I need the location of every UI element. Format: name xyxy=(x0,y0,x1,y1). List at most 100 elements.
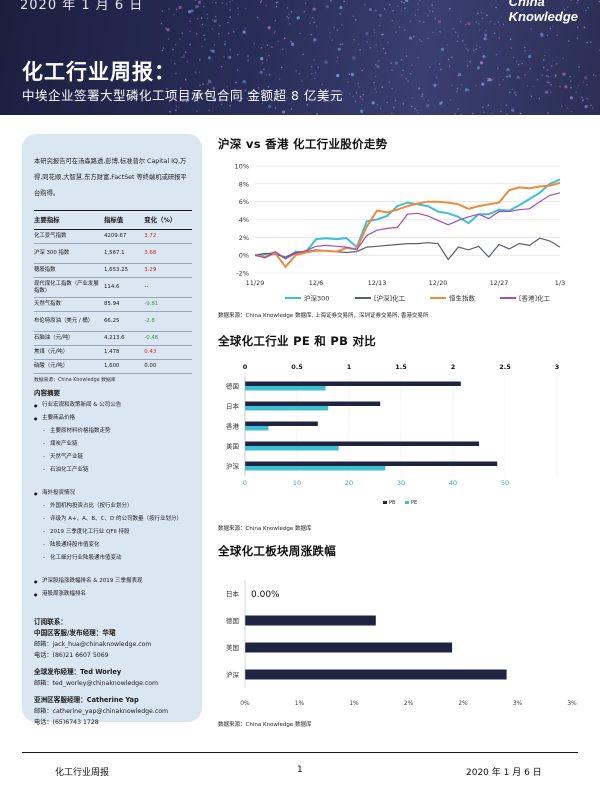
banner-dot xyxy=(196,18,199,20)
banner-dot xyxy=(592,107,594,109)
toc-item[interactable]: 2019 三季度化工行业 QFII 持股 xyxy=(34,526,192,539)
banner-dot xyxy=(374,88,376,90)
banner-dot xyxy=(577,0,579,1)
toc-item[interactable]: 石油化工产业链 xyxy=(34,464,192,477)
banner-dot xyxy=(333,26,336,29)
contact-email[interactable]: 邮箱：ted_worley@chinaknowledge.com xyxy=(34,680,159,687)
contact-email[interactable]: 邮箱：catherine_yap@chinaknowledge.com xyxy=(34,708,169,715)
banner-dot xyxy=(233,94,236,97)
banner-dot xyxy=(384,52,387,54)
toc-item[interactable]: 化工细分行业陆股通市值变动 xyxy=(34,552,192,565)
banner-dot xyxy=(298,72,301,75)
banner-dot xyxy=(231,0,234,1)
banner-dot xyxy=(335,60,338,63)
banner-dot xyxy=(301,80,303,82)
toc-item[interactable]: 陆股通持股市值变化 xyxy=(34,539,192,552)
banner-dot xyxy=(260,57,264,61)
toc-item[interactable]: 沪深股指涨跌幅排名 & 2019 三季报表现 xyxy=(34,575,192,588)
banner-dot xyxy=(493,32,496,34)
banner-dot xyxy=(280,66,283,69)
banner-dot xyxy=(414,14,417,16)
banner-dot xyxy=(333,99,336,102)
banner-dot xyxy=(213,19,217,23)
banner-dot xyxy=(227,21,229,24)
banner-dot xyxy=(181,56,183,58)
toc-item[interactable]: 煤炭产业链 xyxy=(34,438,192,451)
banner-dot xyxy=(439,101,443,105)
banner-dot xyxy=(246,97,249,100)
banner-dot xyxy=(409,72,412,75)
banner-dot xyxy=(549,27,552,30)
toc-item[interactable]: 评级为 A+、A、B、C、D 的公司数量（按行业划分） xyxy=(34,513,192,526)
banner-dot xyxy=(339,43,342,46)
contact-email[interactable]: 邮箱：jack_hua@chinaknowledge.com xyxy=(34,641,152,648)
y-tick-label: 6% xyxy=(239,198,249,206)
banner-dot xyxy=(576,1,578,4)
banner-dot xyxy=(405,0,409,2)
banner-dot xyxy=(199,59,201,61)
category-label: 美国 xyxy=(226,442,239,451)
banner-dot xyxy=(193,100,196,102)
y-tick-label: 4% xyxy=(239,216,249,224)
banner-dot xyxy=(265,4,267,7)
banner-dot xyxy=(440,47,444,52)
banner-dot xyxy=(208,109,210,111)
banner-dot xyxy=(449,7,451,10)
banner-dot xyxy=(514,91,517,93)
pe-bar xyxy=(245,426,269,431)
toc-item[interactable]: 主要商品价格 xyxy=(34,412,192,425)
chart2-title: 全球化工行业 PE 和 PB 对比 xyxy=(218,334,377,348)
footer-date: 2020 年 1 月 6 日 xyxy=(466,768,542,778)
banner-dot xyxy=(382,47,385,50)
toc-item[interactable]: 海外投资情况 xyxy=(34,487,192,500)
top-axis-label: 0 xyxy=(243,363,248,371)
legend-swatch xyxy=(383,501,387,504)
banner-dot xyxy=(259,70,263,74)
indicator-value: 85.94 xyxy=(100,297,141,312)
banner-dot xyxy=(371,101,375,105)
banner-dot xyxy=(218,33,220,35)
banner-dot xyxy=(271,46,273,48)
banner-dot xyxy=(304,2,307,4)
toc-item[interactable]: 港股周涨跌幅排名 xyxy=(34,588,192,601)
banner-dot xyxy=(456,90,458,93)
banner-dot xyxy=(374,75,377,78)
banner-dot xyxy=(192,94,194,96)
banner-dot xyxy=(414,107,416,110)
banner-dot xyxy=(342,94,344,96)
banner-dot xyxy=(212,98,217,102)
banner-dot xyxy=(232,30,235,33)
banner-dot xyxy=(509,91,511,93)
banner-dot xyxy=(519,112,522,115)
banner-dot xyxy=(570,110,573,113)
banner-dot xyxy=(411,105,413,108)
toc-item[interactable]: 天然气产业链 xyxy=(34,451,192,464)
toc-item[interactable]: 外国机构投资占比（按行业划分） xyxy=(34,500,192,513)
legend-label: [沪深]化工 xyxy=(374,294,406,303)
banner-dot xyxy=(392,106,395,109)
banner-dot xyxy=(394,99,397,102)
pe-bar xyxy=(245,406,329,411)
banner-dot xyxy=(433,83,437,87)
indicator-name: 现代煤化工指数（产业发展指数） xyxy=(34,277,100,298)
banner-dot xyxy=(185,100,188,103)
banner-dot xyxy=(211,1,214,4)
indicator-row: 化工景气指数 4209.67 3.72 xyxy=(34,229,192,244)
banner-dot xyxy=(167,38,170,40)
banner-dot xyxy=(576,37,579,39)
category-label: 沪深 xyxy=(226,670,240,679)
toc-item[interactable]: 行业宏观和政策新闻 & 公司公告 xyxy=(34,399,192,412)
banner-dot xyxy=(582,81,585,84)
banner-dot xyxy=(310,65,313,68)
change-bar xyxy=(245,615,376,626)
banner-dot xyxy=(173,13,175,16)
banner-dot xyxy=(211,49,215,53)
indicator-value: 1,653.25 xyxy=(100,263,141,278)
banner-dot xyxy=(273,32,276,34)
banner-dot xyxy=(447,58,450,61)
toc-item[interactable]: 主要原材料价格指数走势 xyxy=(34,425,192,438)
banner-dot xyxy=(313,77,316,80)
indicator-change: -- xyxy=(140,277,192,298)
banner-dot xyxy=(541,74,544,77)
banner-dot xyxy=(242,30,246,34)
